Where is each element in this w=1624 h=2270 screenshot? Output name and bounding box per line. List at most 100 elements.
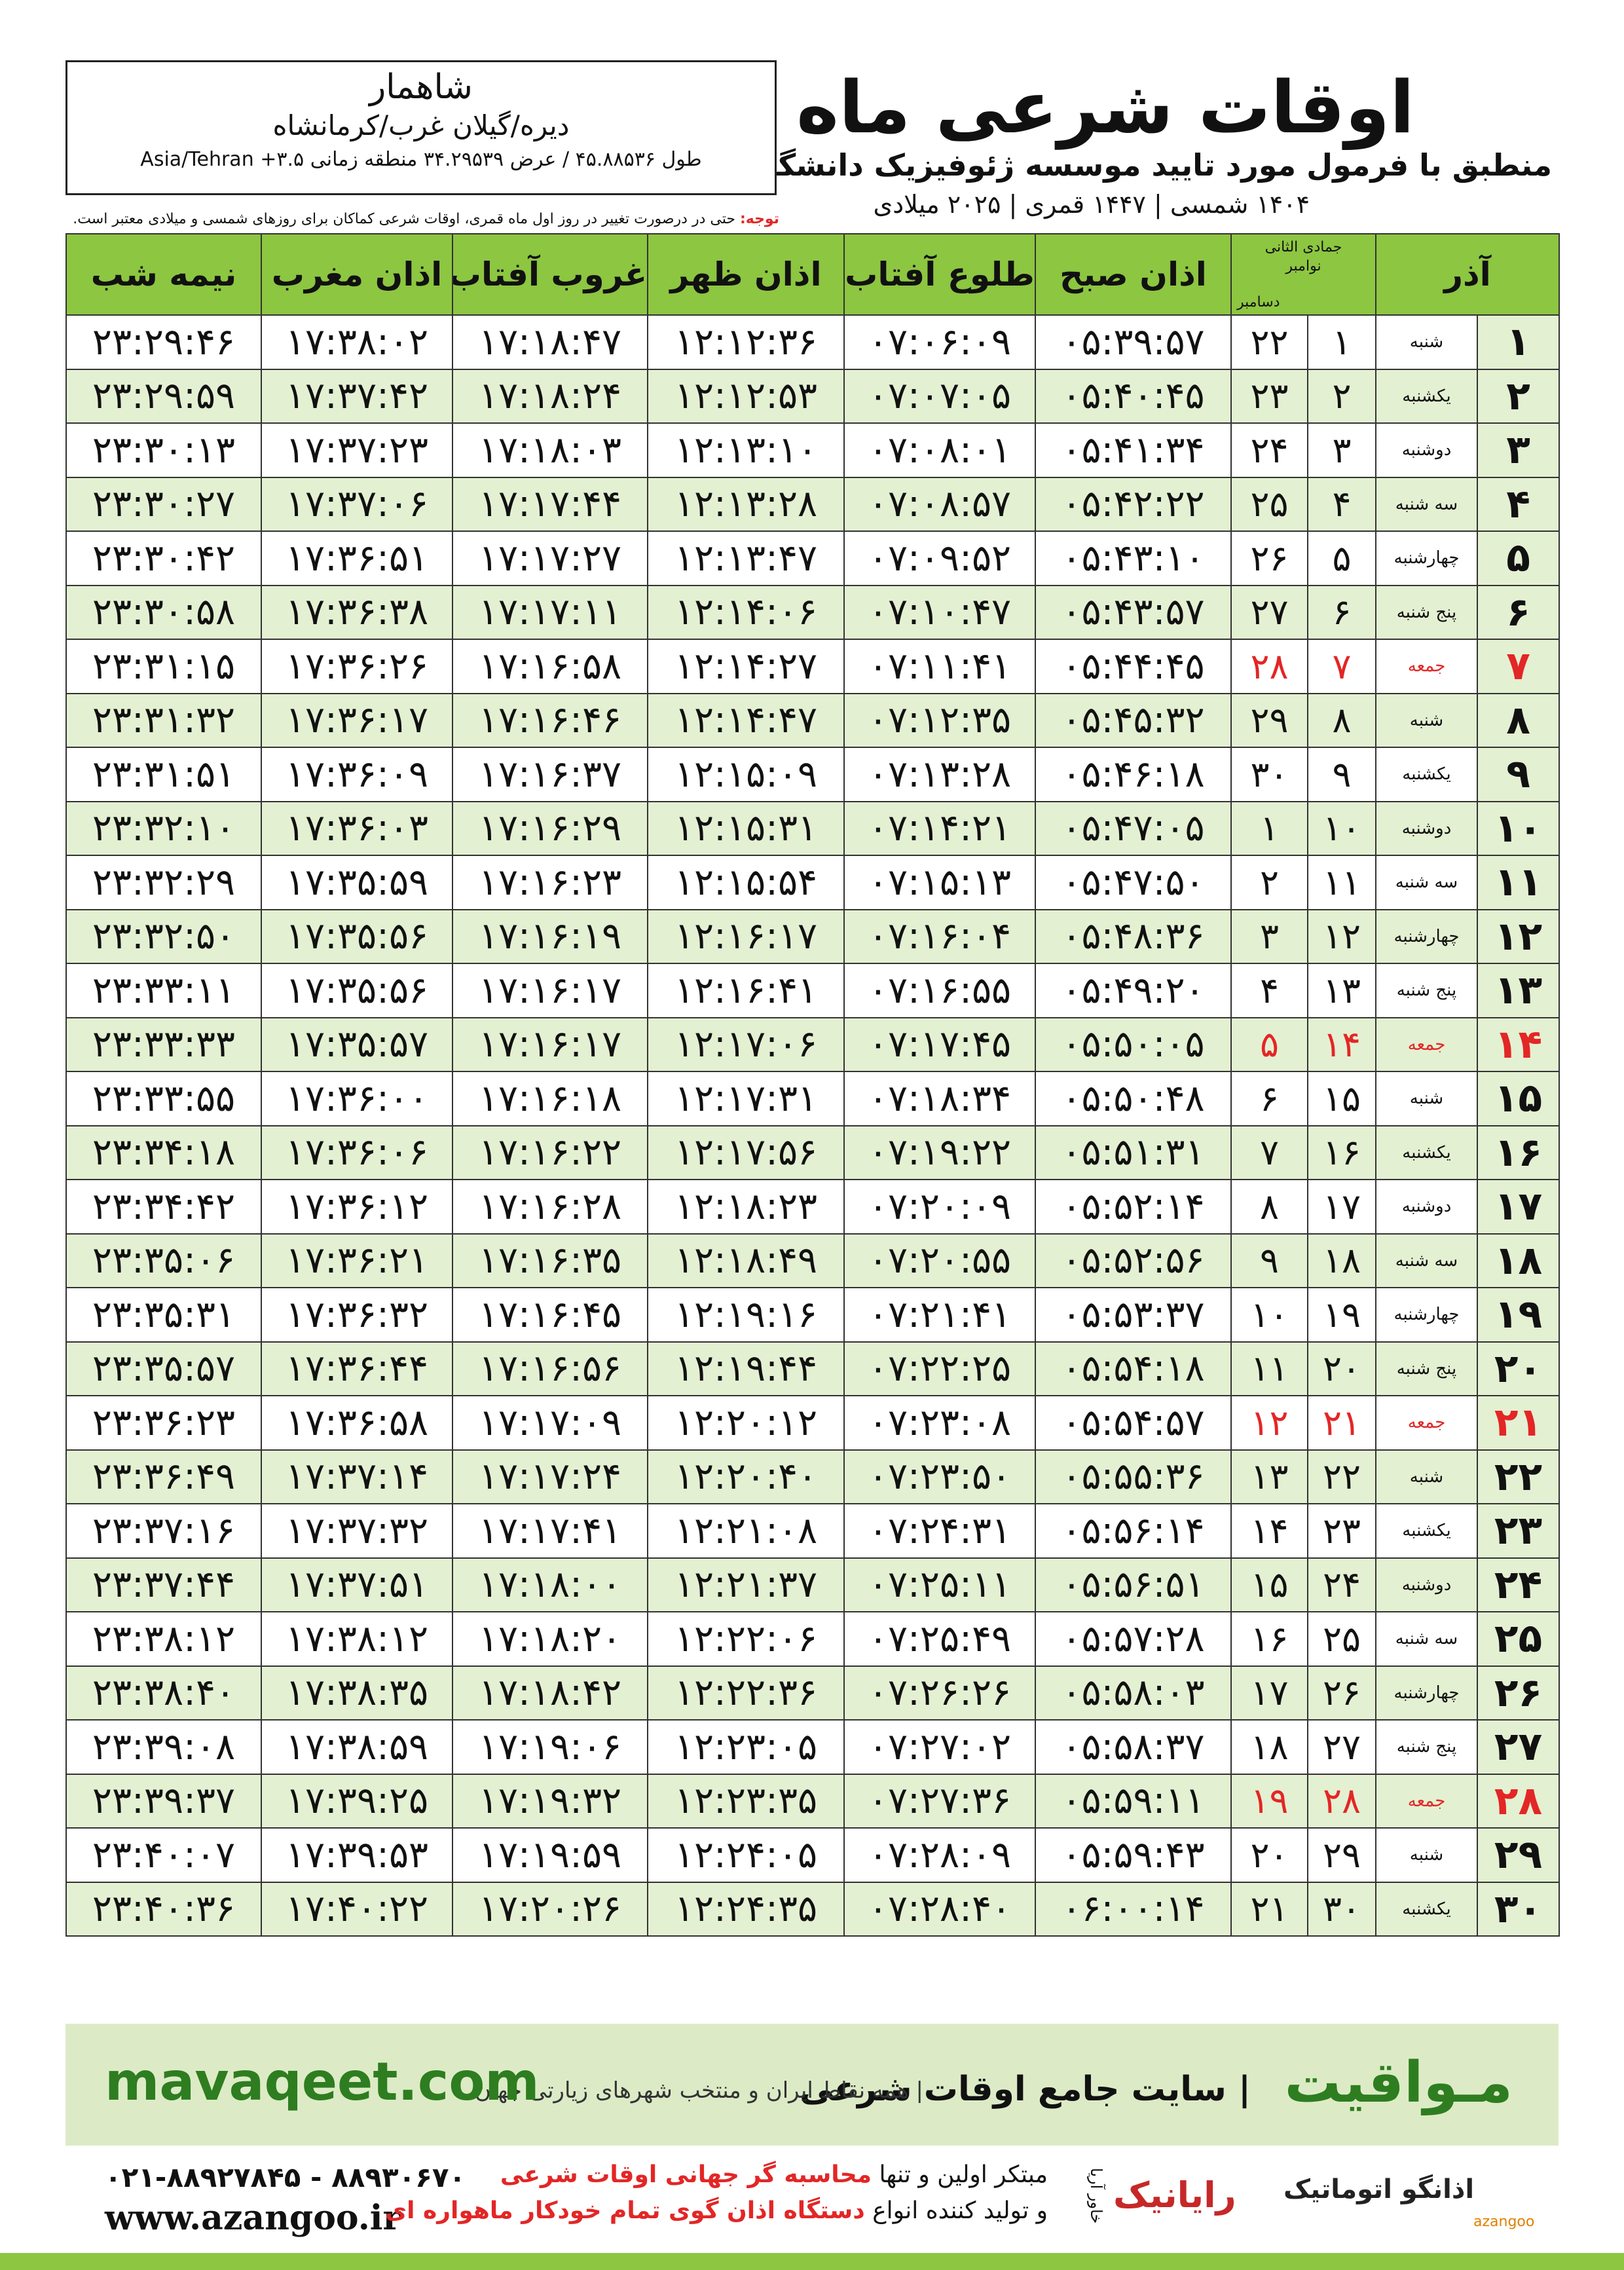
time: ۰۵:۴۰:۴۵ (1035, 368, 1232, 424)
weekday: یکشنبه (1375, 1503, 1478, 1559)
time: ۱۷:۳۷:۱۴ (261, 1449, 453, 1504)
day: ۲۹ (1477, 1827, 1560, 1883)
time: ۰۵:۴۵:۳۲ (1035, 692, 1232, 748)
time: ۲۳:۳۰:۴۲ (65, 530, 262, 586)
greg-day: ۶ (1230, 1071, 1308, 1126)
brand: مـواقیت (1284, 2050, 1513, 2115)
day: ۱ (1477, 314, 1560, 370)
time: ۰۷:۲۸:۰۹ (843, 1827, 1036, 1883)
row: ۹ یکشنبه ۹ ۳۰ ۰۵:۴۶:۱۸ ۰۷:۱۳:۲۸ ۱۲:۱۵:۰۹ ۱۷:۱۶:… (65, 747, 1560, 802)
time: ۲۳:۳۳:۱۱ (65, 963, 262, 1018)
time: ۱۲:۱۴:۴۷ (647, 692, 845, 748)
time: ۱۲:۱۸:۲۳ (647, 1179, 845, 1235)
time: ۰۵:۵۰:۴۸ (1035, 1071, 1232, 1126)
row: ۷ جمعه ۷ ۲۸ ۰۵:۴۴:۴۵ ۰۷:۱۱:۴۱ ۱۲:۱۴:۲۷ ۱۷:۱۶:۵۸… (65, 639, 1560, 694)
time: ۰۷:۲۶:۲۶ (843, 1665, 1036, 1721)
time: ۰۷:۲۰:۵۵ (843, 1233, 1036, 1288)
hijri-day: ۱۶ (1307, 1125, 1376, 1180)
time: ۱۷:۳۶:۵۸ (261, 1395, 453, 1451)
time: ۱۲:۲۲:۰۶ (647, 1611, 845, 1667)
time: ۱۲:۱۹:۱۶ (647, 1287, 845, 1343)
site[interactable]: www.azangoo.ir (105, 2198, 401, 2238)
time: ۰۷:۱۹:۲۲ (843, 1125, 1036, 1180)
hijri-day: ۲۷ (1307, 1719, 1376, 1775)
dates: ۱۴۰۴ شمسی | ۱۴۴۷ قمری | ۲۰۲۵ میلادی (873, 190, 1310, 219)
footer-line: مبتکر اولین و تنها محاسبه گر جهانی اوقات… (500, 2161, 1048, 2188)
time: ۲۳:۳۸:۱۲ (65, 1611, 262, 1667)
time: ۱۲:۲۲:۳۶ (647, 1665, 845, 1721)
time: ۰۵:۳۹:۵۷ (1035, 314, 1232, 370)
banner: مـواقیت | سایت جامع اوقات شرعی | همه نقا… (65, 2024, 1559, 2146)
time: ۱۷:۳۶:۰۳ (261, 800, 453, 856)
hijri-day: ۱۷ (1307, 1179, 1376, 1235)
time: ۰۵:۵۹:۴۳ (1035, 1827, 1232, 1883)
time: ۲۳:۴۰:۰۷ (65, 1827, 262, 1883)
time: ۱۲:۱۵:۵۴ (647, 855, 845, 910)
greg-day: ۱۴ (1230, 1503, 1308, 1559)
time: ۰۵:۵۶:۱۴ (1035, 1503, 1232, 1559)
time: ۱۷:۳۶:۰۹ (261, 747, 453, 802)
phone: ۰۲۱-۸۸۹۲۷۸۴۵ - ۸۸۹۳۰۶۷۰ (105, 2161, 466, 2193)
time: ۰۷:۲۸:۴۰ (843, 1881, 1036, 1937)
time: ۲۳:۳۲:۱۰ (65, 800, 262, 856)
time: ۰۵:۴۷:۵۰ (1035, 855, 1232, 910)
time: ۱۲:۱۳:۱۰ (647, 422, 845, 478)
time: ۱۷:۱۷:۴۱ (452, 1503, 648, 1559)
weekday: چهارشنبه (1375, 1665, 1478, 1721)
day: ۱۵ (1477, 1071, 1560, 1126)
time: ۱۲:۱۲:۵۳ (647, 368, 845, 424)
time: ۰۷:۲۷:۳۶ (843, 1773, 1036, 1829)
time: ۱۷:۳۶:۳۲ (261, 1287, 453, 1343)
location-box: شاهمار دیره/گیلان غرب/کرمانشاه طول ۴۵.۸۸… (65, 60, 777, 195)
row: ۸ شنبه ۸ ۲۹ ۰۵:۴۵:۳۲ ۰۷:۱۲:۳۵ ۱۲:۱۴:۴۷ ۱۷:۱۶:۴۶… (65, 692, 1560, 748)
greg-day: ۵ (1230, 1016, 1308, 1072)
row: ۱۷ دوشنبه ۱۷ ۸ ۰۵:۵۲:۱۴ ۰۷:۲۰:۰۹ ۱۲:۱۸:۲۳ ۱۷:۱۶… (65, 1179, 1560, 1235)
row: ۲۲ شنبه ۲۲ ۱۳ ۰۵:۵۵:۳۶ ۰۷:۲۳:۵۰ ۱۲:۲۰:۴۰ ۱۷:۱۷:… (65, 1449, 1560, 1504)
row: ۱۵ شنبه ۱۵ ۶ ۰۵:۵۰:۴۸ ۰۷:۱۸:۳۴ ۱۲:۱۷:۳۱ ۱۷:۱۶:۱… (65, 1071, 1560, 1126)
weekday: یکشنبه (1375, 747, 1478, 802)
time: ۱۲:۱۹:۴۴ (647, 1341, 845, 1396)
time: ۱۷:۴۰:۲۲ (261, 1881, 453, 1937)
time: ۱۷:۳۵:۵۶ (261, 963, 453, 1018)
time: ۱۷:۱۶:۲۸ (452, 1179, 648, 1235)
time: ۰۶:۰۰:۱۴ (1035, 1881, 1232, 1937)
time: ۰۷:۰۹:۵۲ (843, 530, 1036, 586)
time: ۱۷:۳۵:۵۷ (261, 1016, 453, 1072)
day: ۲ (1477, 368, 1560, 424)
hijri-day: ۶ (1307, 584, 1376, 640)
time: ۲۳:۲۹:۵۹ (65, 368, 262, 424)
time: ۱۷:۳۸:۰۲ (261, 314, 453, 370)
time: ۰۵:۴۶:۱۸ (1035, 747, 1232, 802)
time: ۰۷:۲۷:۰۲ (843, 1719, 1036, 1775)
hijri-day: ۲۳ (1307, 1503, 1376, 1559)
day: ۱۸ (1477, 1233, 1560, 1288)
time: ۲۳:۳۹:۰۸ (65, 1719, 262, 1775)
time: ۰۷:۱۱:۴۱ (843, 639, 1036, 694)
time: ۲۳:۳۸:۴۰ (65, 1665, 262, 1721)
greg-day: ۳ (1230, 908, 1308, 964)
day: ۲۱ (1477, 1395, 1560, 1451)
hijri-day: ۱۴ (1307, 1016, 1376, 1072)
hijri-day: ۲۲ (1307, 1449, 1376, 1504)
day: ۵ (1477, 530, 1560, 586)
weekday: سه شنبه (1375, 855, 1478, 910)
hijri-day: ۱۸ (1307, 1233, 1376, 1288)
hijri-day: ۲۶ (1307, 1665, 1376, 1721)
time: ۱۷:۳۹:۲۵ (261, 1773, 453, 1829)
time: ۰۷:۱۶:۵۵ (843, 963, 1036, 1018)
note-text: حتی در درصورت تغییر در روز اول ماه قمری،… (73, 211, 735, 227)
time: ۰۵:۵۲:۱۴ (1035, 1179, 1232, 1235)
row: ۳ دوشنبه ۳ ۲۴ ۰۵:۴۱:۳۴ ۰۷:۰۸:۰۱ ۱۲:۱۳:۱۰ ۱۷:۱۸:… (65, 422, 1560, 478)
day: ۲۲ (1477, 1449, 1560, 1504)
footer-highlight: محاسبه گر جهانی اوقات شرعی (500, 2161, 872, 2188)
time: ۰۵:۵۴:۵۷ (1035, 1395, 1232, 1451)
time: ۱۷:۱۶:۲۳ (452, 855, 648, 910)
row: ۲۹ شنبه ۲۹ ۲۰ ۰۵:۵۹:۴۳ ۰۷:۲۸:۰۹ ۱۲:۲۴:۰۵ ۱۷:۱۹:… (65, 1827, 1560, 1883)
weekday: جمعه (1375, 639, 1478, 694)
time: ۰۷:۱۳:۲۸ (843, 747, 1036, 802)
time: ۲۳:۲۹:۴۶ (65, 314, 262, 370)
time: ۰۵:۵۳:۳۷ (1035, 1287, 1232, 1343)
url[interactable]: mavaqeet.com (105, 2051, 540, 2112)
time: ۱۲:۲۳:۳۵ (647, 1773, 845, 1829)
